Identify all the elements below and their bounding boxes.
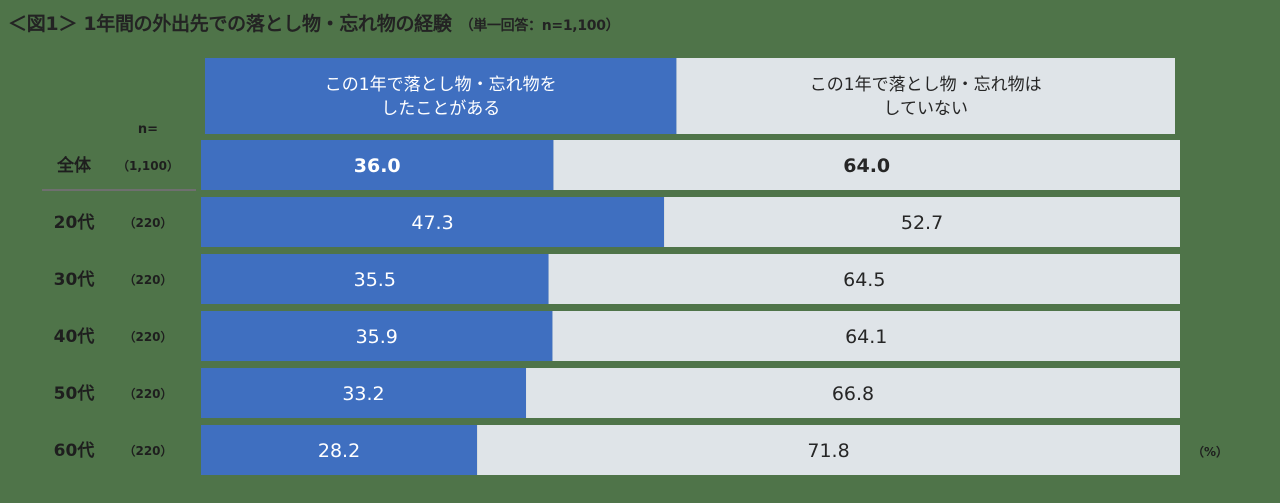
data-label-no: 52.7	[901, 212, 943, 234]
bar-row: 60代 （220） 28.2 71.8	[54, 425, 1180, 475]
bar-row: 20代 （220） 47.3 52.7	[54, 197, 1180, 247]
bar-row: 40代 （220） 35.9 64.1	[54, 311, 1180, 361]
category-label: 60代	[54, 440, 95, 461]
bar-segment-yes	[201, 197, 665, 247]
data-label-yes: 35.5	[354, 269, 396, 291]
bar-segment-no	[526, 368, 1180, 418]
bar-segment-yes	[201, 254, 549, 304]
data-label-yes: 33.2	[342, 383, 384, 405]
bar-row: 50代 （220） 33.2 66.8	[54, 368, 1180, 418]
category-label: 30代	[54, 269, 95, 290]
bar-segment-no	[477, 425, 1180, 475]
n-header: n=	[138, 122, 158, 137]
data-label-yes: 36.0	[354, 155, 401, 177]
bar-segment-yes	[201, 140, 554, 190]
n-label: （1,100）	[117, 158, 179, 173]
data-label-yes: 28.2	[318, 440, 360, 462]
legend-item-no-swatch	[676, 58, 1175, 134]
category-label: 20代	[54, 212, 95, 233]
bar-segment-no	[552, 311, 1180, 361]
bar-row: 全体 （1,100） 36.0 64.0	[56, 140, 1180, 190]
bar-segment-no	[664, 197, 1180, 247]
legend-item-no-label-line-1: この1年で落とし物・忘れ物は	[810, 75, 1042, 95]
legend-item-yes-swatch	[205, 58, 677, 134]
data-label-no: 64.5	[843, 269, 885, 291]
n-label: （220）	[123, 386, 172, 401]
bar-segment-yes	[201, 368, 527, 418]
data-label-no: 71.8	[807, 440, 849, 462]
legend-item-yes-label-line-2: したことがある	[381, 99, 500, 119]
n-label: （220）	[123, 443, 172, 458]
bar-segment-yes	[201, 311, 553, 361]
data-label-yes: 47.3	[411, 212, 453, 234]
chart-subtitle: （単一回答：n=1,100）	[459, 18, 620, 34]
unit-label: （%）	[1192, 444, 1228, 459]
chart-title-main: ＜図1＞ 1年間の外出先での落とし物・忘れ物の経験	[8, 13, 452, 35]
data-label-no: 64.0	[843, 155, 890, 177]
data-label-yes: 35.9	[356, 326, 398, 348]
category-label: 全体	[56, 155, 92, 176]
bar-rows: 全体 （1,100） 36.0 64.0 20代 （220） 47.3 52.7 30代 （220…	[54, 140, 1180, 475]
category-label: 50代	[54, 383, 95, 404]
bar-segment-yes	[201, 425, 478, 475]
n-label: （220）	[123, 272, 172, 287]
bar-segment-no	[553, 140, 1180, 190]
bar-segment-no	[548, 254, 1180, 304]
data-label-no: 64.1	[845, 326, 887, 348]
chart-title: ＜図1＞ 1年間の外出先での落とし物・忘れ物の経験 （単一回答：n=1,100）	[8, 9, 620, 39]
n-label: （220）	[123, 329, 172, 344]
data-label-no: 66.8	[832, 383, 874, 405]
legend-item-no-label-line-2: していない	[883, 99, 968, 119]
category-label: 40代	[54, 326, 95, 347]
n-label: （220）	[123, 215, 172, 230]
bar-row: 30代 （220） 35.5 64.5	[54, 254, 1180, 304]
legend-item-yes-label-line-1: この1年で落とし物・忘れ物を	[325, 75, 557, 95]
